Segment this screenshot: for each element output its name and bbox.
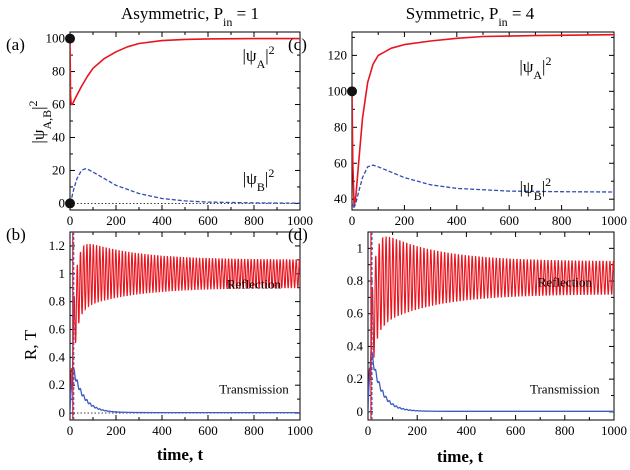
x-tick-label: 400 [457,423,477,438]
series-line-transmission [70,367,300,414]
x-tick-label: 1000 [601,423,627,438]
series-label-reflection: Reflection [227,276,282,291]
y-tick-label: 0.2 [347,371,363,386]
panel-a: (a) 0 200 400 600 800 1000 0 20 40 60 80 100 |ψB|2 |ψA… [6,31,313,228]
y-tick-label: 0 [357,404,364,419]
x-tick-label: 0 [365,423,372,438]
initial-value-marker [347,86,357,97]
x-tick-label: 200 [407,423,427,438]
x-tick-label: 1000 [601,213,627,228]
y-tick-label: 80 [334,119,347,134]
x-tick-label: 800 [552,213,572,228]
x-axis-label-left: time, t [157,445,204,464]
x-tick-label: 800 [244,423,264,438]
x-tick-label: 0 [67,213,74,228]
y-axis-label-bottom: R, T [21,329,40,360]
y-tick-label: 0.8 [347,273,363,288]
y-tick-label: 100 [328,83,348,98]
y-tick-label: 80 [52,64,65,79]
series-label-reflection: Reflection [538,275,593,290]
y-tick-label: 100 [46,31,66,46]
plot-area-b [70,232,300,420]
x-tick-label: 1000 [287,213,313,228]
y-tick-label: 0.4 [347,338,364,353]
y-tick-label: 60 [334,155,347,170]
y-tick-label: 1 [59,266,66,281]
y-axis-label-top: |ψA,B|2 [26,100,54,143]
x-tick-label: 1000 [287,423,313,438]
series-label-transmission: Transmission [219,382,289,397]
x-axis-label-right: time, t [437,447,484,466]
y-tick-label: 60 [52,97,65,112]
series-annotation-psiA: |ψA|2 [519,54,551,82]
series-line-psiB [352,33,614,208]
series-annotation-psiB: |ψB|2 [520,175,551,203]
series-line-psiA [70,168,300,204]
y-tick-label: 0 [59,405,66,420]
panel-label-a: (a) [6,35,25,54]
y-tick-label: 40 [52,129,65,144]
x-tick-label: 600 [499,213,519,228]
x-tick-label: 400 [447,213,467,228]
y-tick-label: 0.6 [347,306,364,321]
y-tick-label: 0.6 [49,321,66,336]
y-tick-label: 0.8 [49,294,65,309]
plot-area-a [70,37,300,204]
series-line-reflection [70,243,300,414]
y-tick-label: 1.2 [49,238,65,253]
y-tick-label: 20 [52,162,65,177]
x-tick-label: 800 [555,423,575,438]
x-tick-label: 0 [349,213,356,228]
series-line-psiA [352,164,614,209]
x-tick-label: 600 [198,213,218,228]
y-tick-label: 1 [357,240,364,255]
panel-d: (d) 0 200 400 600 800 1000 0 0.2 0.4 0.6 0.8 1 Reflec… [288,225,627,438]
series-line-reflection [368,236,614,412]
series-annotation-psiA: |ψA|2 [243,43,275,71]
x-tick-label: 200 [395,213,415,228]
initial-value-marker [65,33,75,44]
series-line-transmission [368,351,614,412]
x-tick-label: 600 [506,423,526,438]
x-tick-label: 400 [152,213,172,228]
x-tick-label: 200 [106,423,126,438]
y-tick-label: 40 [334,191,347,206]
y-tick-label: 0 [59,195,66,210]
y-tick-label: 0.4 [49,349,66,364]
y-tick-label: 120 [328,47,348,62]
title-left: Asymmetric, Pin = 1 [121,4,259,29]
plot-frame-c [351,31,615,211]
series-annotation-psiB: |ψB|2 [243,166,274,194]
y-tick-label: 0.2 [49,377,65,392]
x-tick-label: 400 [152,423,172,438]
panel-b: (b) 0 200 400 600 800 1000 0 0.2 0.4 0.6 0.8 1 1.2 Ref… [6,225,313,438]
x-tick-label: 800 [244,213,264,228]
x-tick-label: 200 [106,213,126,228]
panel-label-d: (d) [288,225,308,244]
series-label-transmission: Transmission [530,382,600,397]
x-tick-label: 600 [198,423,218,438]
x-tick-label: 0 [67,423,74,438]
plot-area-d [368,232,614,420]
panel-label-c: (c) [288,35,307,54]
initial-value-marker [65,198,75,209]
series-line-psiB [70,37,300,106]
panel-label-b: (b) [6,225,26,244]
plot-area-c [352,33,614,209]
title-right: Symmetric, Pin = 4 [406,4,535,29]
panel-c: (c) 0 200 400 600 800 1000 40 60 80 100 120 |ψB|2 |ψA… [288,31,627,228]
